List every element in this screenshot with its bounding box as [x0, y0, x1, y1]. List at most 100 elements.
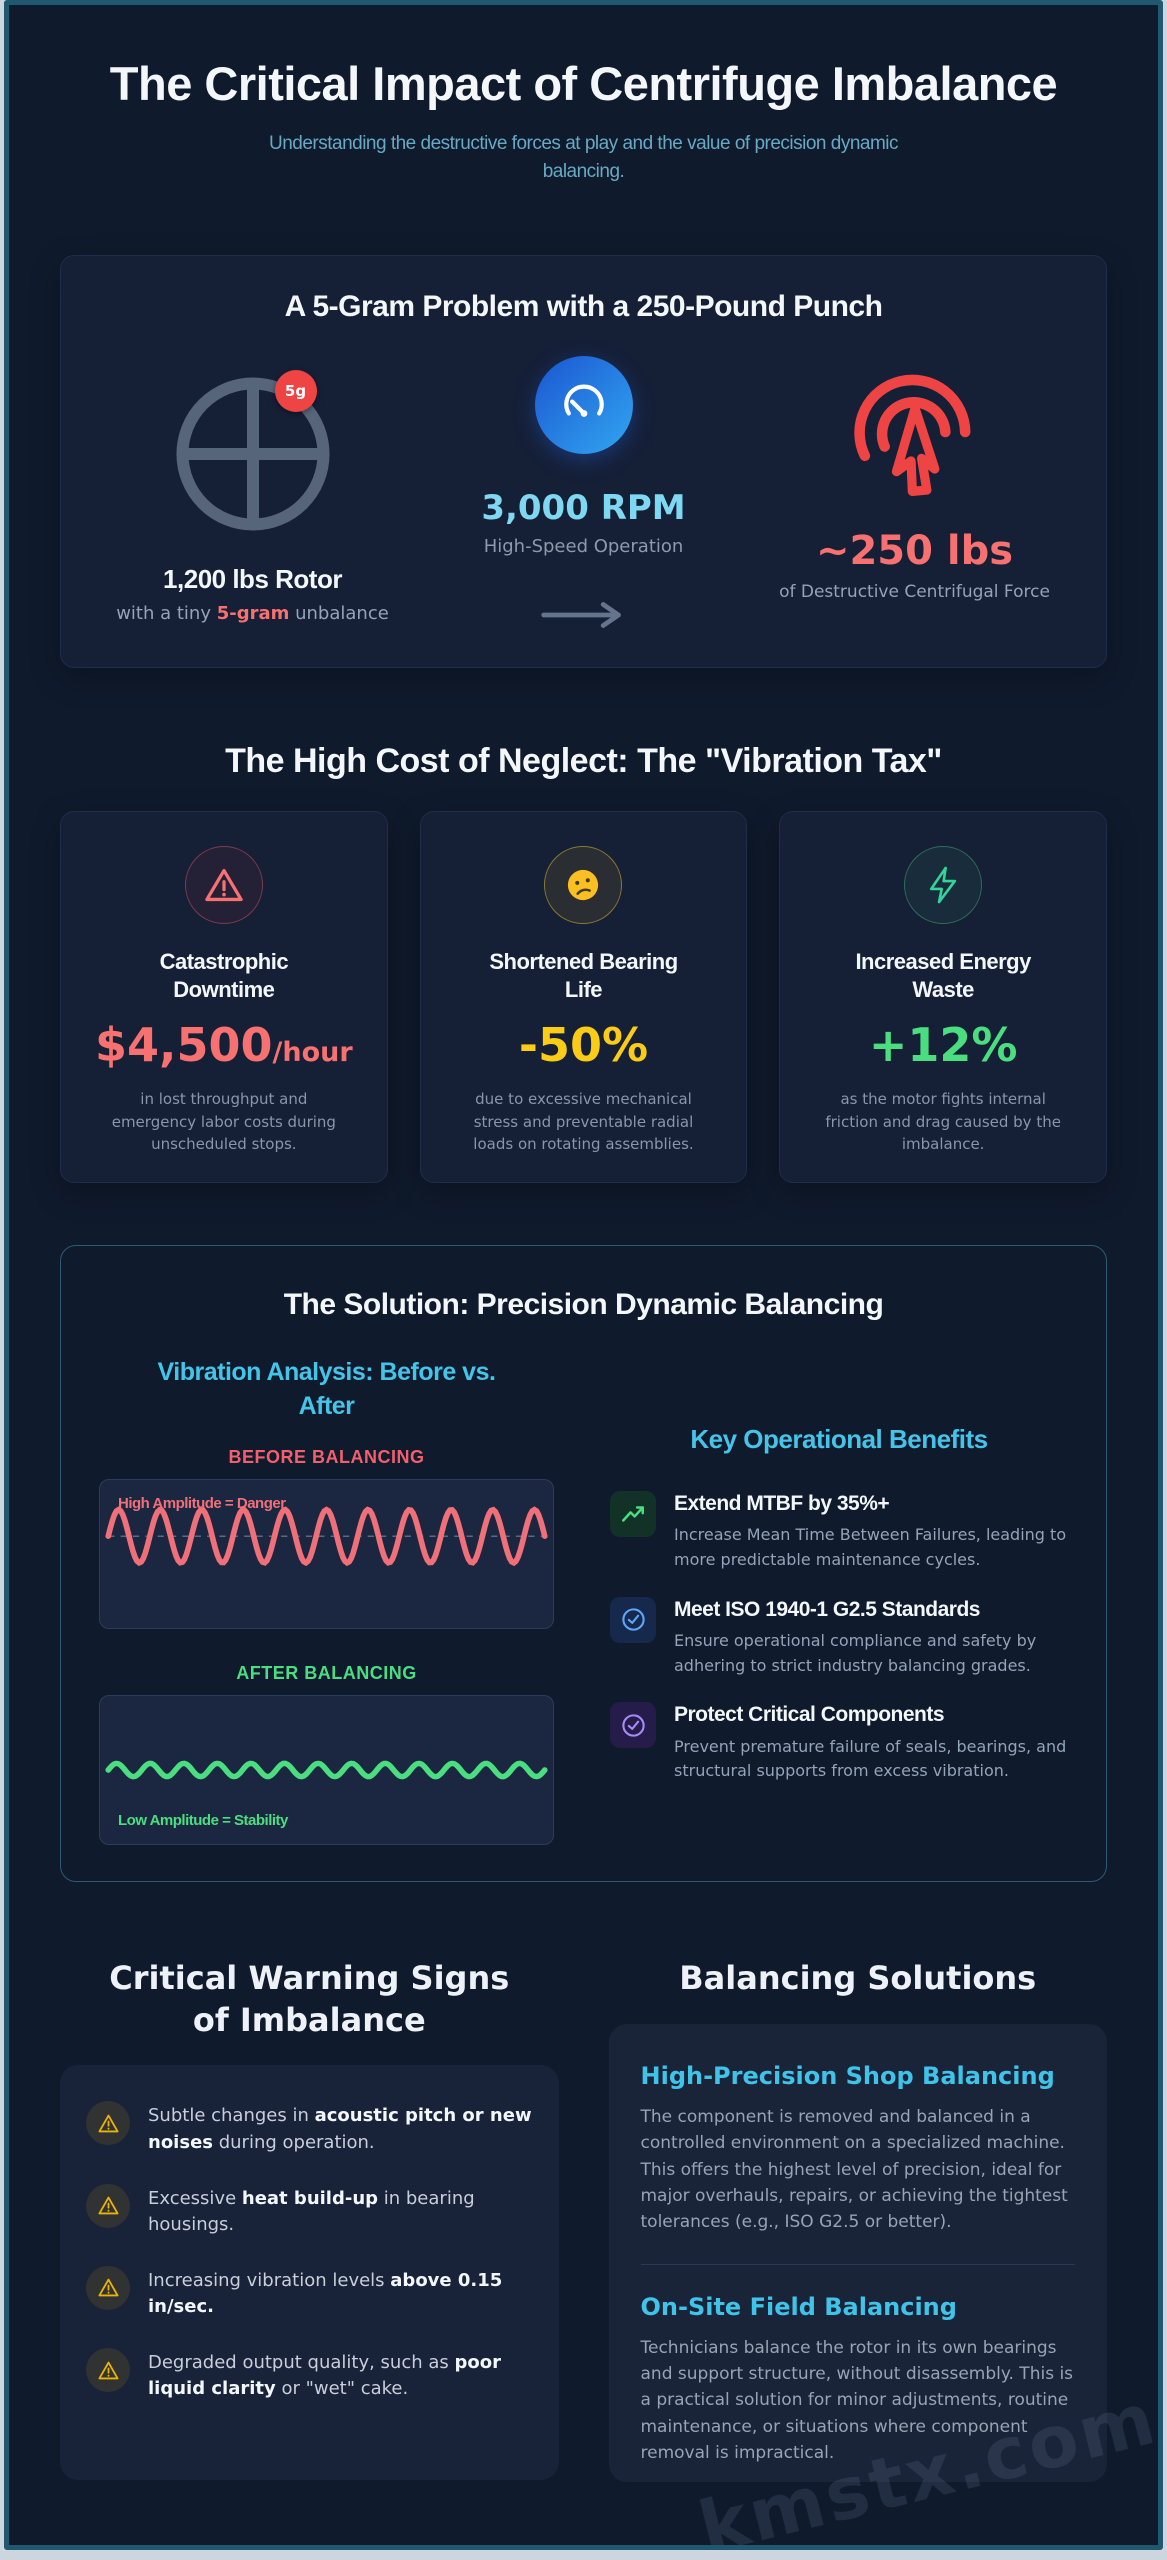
- analysis-title: Vibration Analysis: Before vs. After: [157, 1357, 496, 1420]
- warning-icon-wrap: [86, 2348, 130, 2393]
- frown-face-icon: [568, 869, 599, 901]
- force-column: ~250 lbs of Destructive Centrifugal Forc…: [763, 356, 1066, 631]
- benefit-description: Ensure operational compliance and safety…: [674, 1630, 1037, 1675]
- solution-grid: Vibration Analysis: Before vs. After BEF…: [99, 1356, 1068, 1846]
- benefit-iso: Meet ISO 1940-1 G2.5 Standards Ensure op…: [610, 1596, 1068, 1679]
- gauge-icon: [563, 384, 604, 417]
- cost-icon-wrap: [184, 845, 263, 924]
- speed-circle: [534, 355, 633, 454]
- benefit-list: Extend MTBF by 35%+ Increase Mean Time B…: [610, 1490, 1068, 1784]
- cost-section-heading: The High Cost of Neglect: The "Vibration…: [225, 741, 942, 780]
- alert-triangle-icon: [205, 868, 243, 902]
- before-annotation: High Amplitude = Danger: [118, 1495, 286, 1513]
- bottom-section: Critical Warning Signs of Imbalance Subt…: [60, 1958, 1107, 2482]
- page-title: The Critical Impact of Centrifuge Imbala…: [109, 57, 1058, 110]
- solution-option-description: The component is removed and balanced in…: [640, 2106, 1068, 2233]
- force-label: of Destructive Centrifugal Force: [779, 581, 1050, 602]
- cost-card-title: Increased Energy Waste: [855, 948, 1031, 1003]
- cost-card-value: $4,500/hour: [94, 1018, 353, 1073]
- cost-card-value: +12%: [868, 1018, 1018, 1073]
- page-header: The Critical Impact of Centrifuge Imbala…: [60, 5, 1107, 187]
- cost-card-description: in lost throughput and emergency labor c…: [111, 1090, 336, 1154]
- benefit-icon-wrap: [610, 1596, 656, 1643]
- warning-item: Excessive heat build-up in bearing housi…: [86, 2183, 533, 2238]
- rotor-column: 5g 1,200 lbs Rotor with a tiny 5-gram un…: [101, 356, 404, 631]
- cost-cards: Catastrophic Downtime $4,500/hour in los…: [60, 810, 1107, 1183]
- before-balancing-chart: High Amplitude = Danger: [99, 1479, 554, 1630]
- benefit-title: Extend MTBF by 35%+: [674, 1491, 890, 1515]
- divider: [640, 2263, 1075, 2265]
- warning-triangle-icon: [98, 2361, 118, 2379]
- cost-icon-wrap: [904, 845, 983, 924]
- benefits-column: Key Operational Benefits Extend MTBF by …: [610, 1356, 1068, 1846]
- cost-card-description: as the motor fights internal friction an…: [825, 1090, 1061, 1154]
- cost-card-downtime: Catastrophic Downtime $4,500/hour in los…: [60, 810, 388, 1183]
- benefit-text: Protect Critical Components Prevent prem…: [674, 1702, 1068, 1784]
- after-balancing-label: AFTER BALANCING: [236, 1663, 417, 1684]
- unbalance-highlight: 5-gram: [216, 602, 290, 624]
- warning-triangle-icon: [98, 2114, 118, 2133]
- infographic-page: The Critical Impact of Centrifuge Imbala…: [4, 0, 1163, 2550]
- rotor-sublabel: with a tiny 5-gram unbalance: [116, 602, 389, 624]
- warning-icon-wrap: [86, 2101, 130, 2146]
- before-balancing-label: BEFORE BALANCING: [228, 1447, 425, 1468]
- benefit-protect: Protect Critical Components Prevent prem…: [610, 1702, 1068, 1784]
- warning-item: Subtle changes in acoustic pitch or new …: [86, 2101, 533, 2155]
- benefit-icon-wrap: [610, 1702, 656, 1749]
- trending-up-icon: [622, 1506, 644, 1522]
- solution-card: The Solution: Precision Dynamic Balancin…: [60, 1244, 1107, 1883]
- warning-triangle-icon: [98, 2196, 118, 2215]
- warning-icon-wrap: [86, 2183, 130, 2228]
- page-subtitle: Understanding the destructive forces at …: [268, 132, 899, 183]
- force-value: ~250 lbs: [815, 527, 1014, 574]
- cost-card-description: due to excessive mechanical stress and p…: [473, 1090, 694, 1154]
- speed-column: 3,000 RPM High-Speed Operation: [432, 355, 735, 631]
- warning-item: Degraded output quality, such as poor li…: [86, 2348, 533, 2402]
- solutions-card: High-Precision Shop Balancing The compon…: [608, 2023, 1107, 2482]
- benefit-description: Prevent premature failure of seals, bear…: [674, 1736, 1067, 1781]
- rotor-crosshair-icon: [175, 377, 330, 531]
- problem-card-title: A 5-Gram Problem with a 250-Pound Punch: [284, 289, 883, 323]
- benefits-heading: Key Operational Benefits: [690, 1423, 988, 1454]
- rpm-value: 3,000 RPM: [481, 487, 686, 528]
- benefit-text: Meet ISO 1940-1 G2.5 Standards Ensure op…: [674, 1597, 1068, 1679]
- warning-text: Subtle changes in acoustic pitch or new …: [148, 2105, 532, 2153]
- warnings-heading: Critical Warning Signs of Imbalance: [109, 1959, 510, 2039]
- impact-cursor-icon: [853, 374, 970, 497]
- cost-card-energy: Increased Energy Waste +12% as the motor…: [779, 810, 1107, 1183]
- vibration-analysis-column: Vibration Analysis: Before vs. After BEF…: [99, 1356, 554, 1846]
- warning-text: Degraded output quality, such as poor li…: [148, 2352, 501, 2400]
- benefit-description: Increase Mean Time Between Failures, lea…: [674, 1524, 1067, 1569]
- warning-icon-wrap: [86, 2265, 130, 2310]
- warnings-card: Subtle changes in acoustic pitch or new …: [60, 2065, 559, 2481]
- warning-text: Excessive heat build-up in bearing housi…: [148, 2187, 475, 2235]
- solution-heading: The Solution: Precision Dynamic Balancin…: [283, 1287, 884, 1321]
- solution-option-title: On-Site Field Balancing: [640, 2292, 957, 2321]
- problem-card: A 5-Gram Problem with a 250-Pound Punch …: [60, 254, 1107, 668]
- warning-signs-column: Critical Warning Signs of Imbalance Subt…: [60, 1958, 559, 2481]
- check-circle-icon: [621, 1608, 645, 1631]
- cost-card-value: -50%: [518, 1018, 649, 1073]
- cost-card-bearing-life: Shortened Bearing Life -50% due to exces…: [419, 810, 748, 1183]
- cost-icon-wrap: [544, 845, 623, 924]
- check-circle-icon: [621, 1714, 645, 1737]
- benefit-title: Meet ISO 1940-1 G2.5 Standards: [674, 1597, 980, 1621]
- warning-item: Increasing vibration levels above 0.15 i…: [86, 2265, 533, 2320]
- benefit-text: Extend MTBF by 35%+ Increase Mean Time B…: [674, 1491, 1068, 1573]
- balancing-solutions-column: Balancing Solutions High-Precision Shop …: [608, 1958, 1107, 2482]
- benefit-title: Protect Critical Components: [674, 1703, 945, 1727]
- right-arrow-icon: [540, 602, 621, 628]
- rotor-label: 1,200 lbs Rotor: [163, 563, 342, 594]
- before-wave-chart: [105, 1506, 548, 1567]
- unbalance-badge: 5g: [274, 369, 317, 412]
- warning-text: Increasing vibration levels above 0.15 i…: [148, 2269, 503, 2317]
- warning-triangle-icon: [98, 2278, 118, 2297]
- rpm-label: High-Speed Operation: [483, 535, 684, 557]
- problem-grid: 5g 1,200 lbs Rotor with a tiny 5-gram un…: [101, 355, 1066, 631]
- solution-option-description: Technicians balance the rotor in its own…: [640, 2337, 1074, 2463]
- rotor-figure: 5g: [167, 368, 339, 540]
- benefit-mtbf: Extend MTBF by 35%+ Increase Mean Time B…: [610, 1490, 1068, 1573]
- benefit-icon-wrap: [610, 1490, 656, 1537]
- after-annotation: Low Amplitude = Stability: [118, 1812, 288, 1830]
- cost-card-title: Catastrophic Downtime: [159, 948, 289, 1003]
